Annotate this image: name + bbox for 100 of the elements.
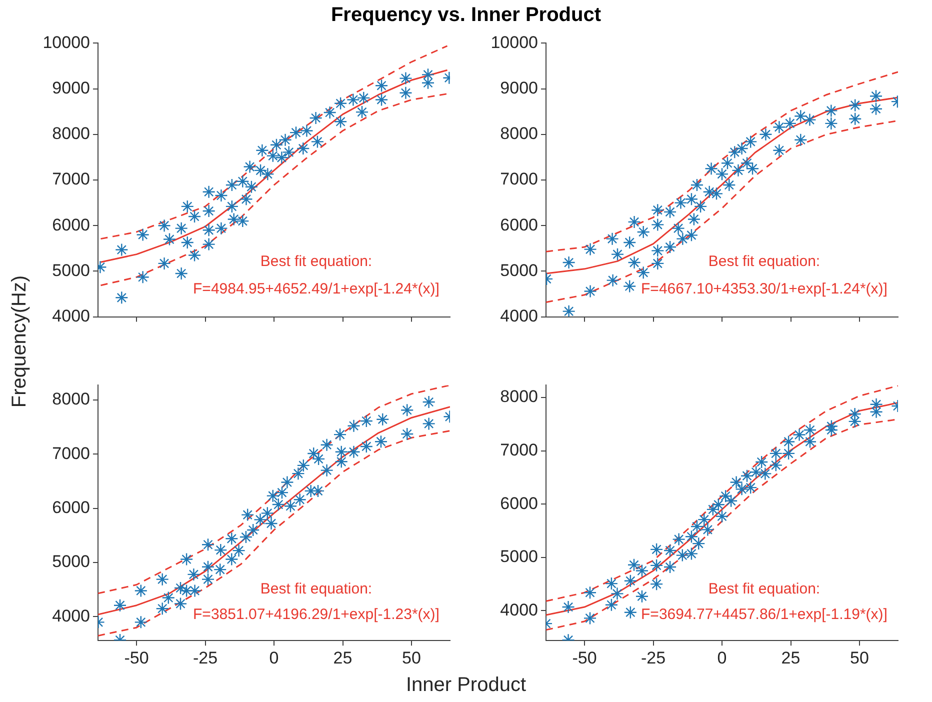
point bbox=[296, 142, 310, 156]
point bbox=[636, 266, 650, 280]
y-tick-label: 9000 bbox=[52, 78, 90, 98]
point bbox=[628, 256, 641, 270]
x-tick-label: 0 bbox=[717, 648, 727, 668]
point bbox=[759, 128, 772, 141]
x-tick-label: 50 bbox=[402, 648, 421, 668]
point bbox=[272, 498, 285, 512]
point bbox=[227, 212, 240, 226]
point bbox=[744, 135, 758, 148]
point bbox=[422, 417, 436, 430]
x-tick-label: -50 bbox=[572, 648, 597, 668]
point bbox=[650, 542, 664, 556]
point bbox=[188, 210, 202, 224]
point bbox=[769, 458, 782, 472]
point bbox=[284, 500, 298, 513]
point bbox=[232, 544, 246, 558]
point bbox=[744, 480, 758, 494]
point bbox=[701, 523, 714, 536]
line-series bbox=[98, 430, 450, 636]
point bbox=[374, 79, 388, 92]
point bbox=[848, 407, 862, 421]
point bbox=[869, 89, 883, 103]
point bbox=[289, 126, 303, 140]
y-tick-label: 10000 bbox=[490, 32, 538, 52]
point bbox=[848, 98, 862, 112]
point bbox=[635, 564, 649, 578]
point bbox=[803, 435, 817, 448]
point bbox=[188, 248, 202, 262]
point bbox=[604, 598, 618, 612]
point bbox=[869, 102, 883, 116]
point bbox=[225, 552, 238, 566]
point bbox=[824, 104, 838, 118]
point bbox=[755, 455, 768, 469]
point bbox=[676, 232, 690, 246]
y-tick-label: 7000 bbox=[500, 440, 538, 460]
point bbox=[333, 428, 347, 442]
point bbox=[261, 167, 274, 181]
point bbox=[202, 185, 216, 198]
line-series bbox=[546, 120, 898, 303]
point bbox=[651, 203, 664, 217]
point bbox=[651, 256, 664, 270]
point bbox=[374, 434, 388, 448]
x-tick-label: -50 bbox=[124, 648, 149, 668]
point bbox=[628, 215, 641, 229]
point bbox=[399, 86, 412, 100]
point bbox=[740, 469, 754, 482]
point bbox=[357, 91, 370, 105]
point bbox=[278, 133, 292, 146]
y-tick-label: 10000 bbox=[42, 32, 90, 52]
point bbox=[750, 466, 763, 479]
point bbox=[347, 445, 360, 458]
point bbox=[735, 142, 748, 156]
y-tick-label: 4000 bbox=[500, 600, 538, 620]
point bbox=[376, 412, 390, 426]
point bbox=[180, 236, 194, 250]
point bbox=[201, 560, 215, 574]
point bbox=[174, 266, 188, 280]
point bbox=[672, 222, 685, 235]
point bbox=[870, 398, 883, 411]
point bbox=[624, 574, 638, 588]
point bbox=[162, 232, 176, 246]
annotation: F=3694.77+4457.86/1+exp[-1.19*(x)] bbox=[641, 606, 888, 624]
point bbox=[606, 232, 619, 246]
point bbox=[636, 225, 650, 239]
point bbox=[692, 536, 706, 550]
point bbox=[307, 446, 320, 460]
point bbox=[174, 222, 188, 235]
point bbox=[266, 149, 280, 162]
y-tick-label: 8000 bbox=[500, 124, 538, 144]
annotation: Best fit equation: bbox=[708, 580, 820, 598]
point bbox=[312, 452, 326, 466]
y-tick-label: 6000 bbox=[500, 494, 538, 513]
y-tick-label: 6000 bbox=[52, 498, 90, 517]
point bbox=[562, 304, 576, 317]
point bbox=[663, 544, 677, 558]
point bbox=[676, 548, 689, 562]
point bbox=[323, 106, 336, 120]
point bbox=[848, 112, 862, 126]
point bbox=[782, 435, 796, 448]
point bbox=[722, 178, 736, 192]
point bbox=[241, 508, 254, 522]
point bbox=[225, 532, 238, 546]
point bbox=[663, 560, 677, 574]
point bbox=[158, 256, 171, 270]
y-tick-label: 5000 bbox=[500, 260, 538, 280]
point bbox=[180, 584, 194, 598]
y-tick-label: 5000 bbox=[52, 552, 90, 572]
point bbox=[650, 577, 664, 591]
point bbox=[320, 464, 334, 477]
point bbox=[694, 200, 708, 214]
point bbox=[610, 587, 624, 600]
point bbox=[275, 486, 289, 500]
point bbox=[136, 270, 150, 284]
point bbox=[254, 513, 267, 526]
point bbox=[824, 423, 838, 437]
point bbox=[282, 146, 296, 159]
point bbox=[134, 584, 148, 598]
point bbox=[772, 120, 786, 134]
point bbox=[400, 404, 414, 417]
